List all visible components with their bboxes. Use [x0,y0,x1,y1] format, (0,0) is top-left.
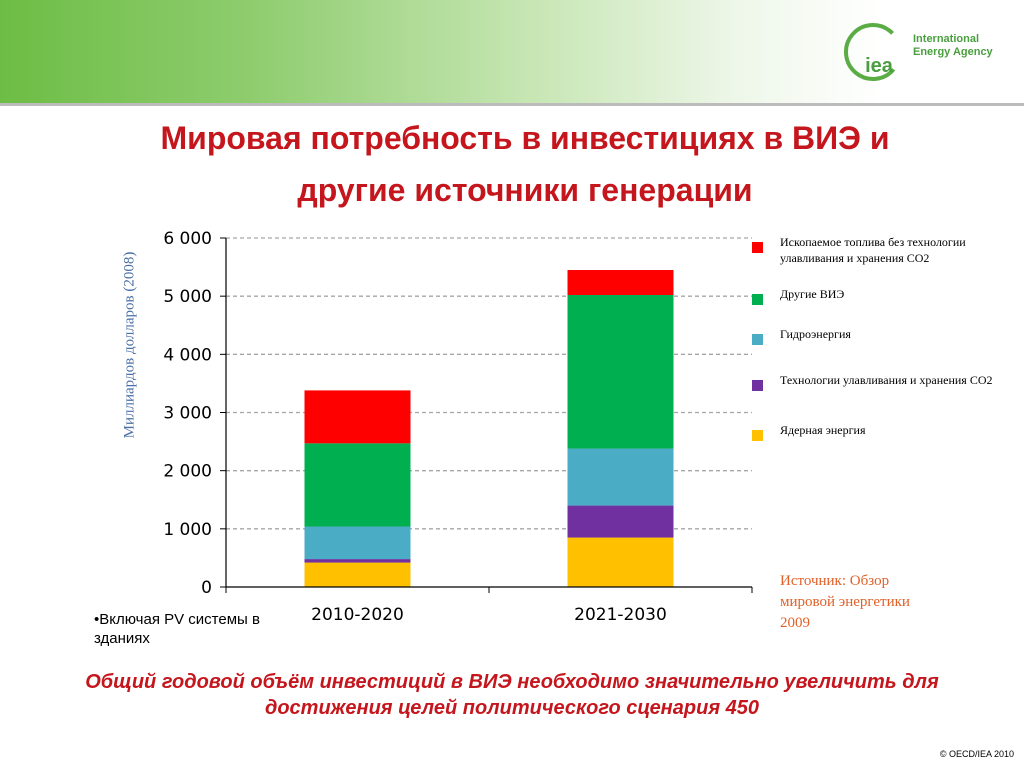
conclusion-line-1: Общий годовой объём инвестиций в ВИЭ нео… [85,671,939,693]
slide-title: Мировая потребность в инвестициях в ВИЭ … [60,112,990,216]
bar-segment [567,295,674,449]
bar-segment [567,537,674,587]
iea-logo-icon: iea [844,23,902,81]
y-tick-label: 1 000 [163,520,212,540]
legend-label: Другие ВИЭ [780,287,845,301]
conclusion-text: Общий годовой объём инвестиций в ВИЭ нео… [0,669,1024,721]
legend-swatch [752,294,763,305]
header-divider [0,103,1024,106]
logo-line-1: International [913,33,980,45]
copyright: © OECD/IEA 2010 [939,749,1014,759]
bar-segment [304,526,411,560]
header-banner [0,0,1024,103]
y-tick-label: 3 000 [163,404,212,424]
y-tick-label: 5 000 [163,287,212,307]
legend-swatch [752,430,763,441]
x-category-label: 2021-2030 [574,605,667,625]
bar-segment [304,443,411,527]
y-tick-label: 6 000 [163,229,212,249]
legend-label: Технологии улавливания и хранения СО2 [780,373,993,387]
legend-swatch [752,334,763,345]
bars [304,269,674,587]
x-category-label: 2010-2020 [311,605,404,625]
legend-swatch [752,242,763,253]
axes [220,237,753,593]
title-line-1: Мировая потребность в инвестициях в ВИЭ … [160,120,890,156]
y-tick-label: 4 000 [163,345,212,365]
bar-segment [567,448,674,506]
bar-segment [567,269,674,296]
y-tick-label: 2 000 [163,462,212,482]
bar-segment [304,562,411,587]
bar-segment [304,559,411,563]
legend-label: Ядерная энергия [780,423,866,437]
bar-segment [567,505,674,538]
legend-label: Гидроэнергия [780,327,851,341]
bar-segment [304,390,411,444]
conclusion-line-2: достижения целей политического сценария … [264,697,760,719]
logo-mark: iea [865,55,894,77]
legend-label: Ископаемое топлива без технологии улавли… [780,235,966,265]
logo-text: International Energy Agency [913,33,993,59]
footnote: •Включая PV системы в зданиях [94,611,260,647]
y-tick-labels: 0 1 000 2 000 3 000 4 000 5 000 6 000 [163,229,212,598]
y-tick-label: 0 [201,578,212,598]
legend-swatch [752,380,763,391]
logo-line-2: Energy Agency [913,46,993,58]
source-note: Источник: Обзор мировой энергетики 2009 [780,573,910,631]
x-category-labels: 2010-2020 2021-2030 [311,605,667,625]
title-line-2: другие источники генерации [297,172,753,208]
